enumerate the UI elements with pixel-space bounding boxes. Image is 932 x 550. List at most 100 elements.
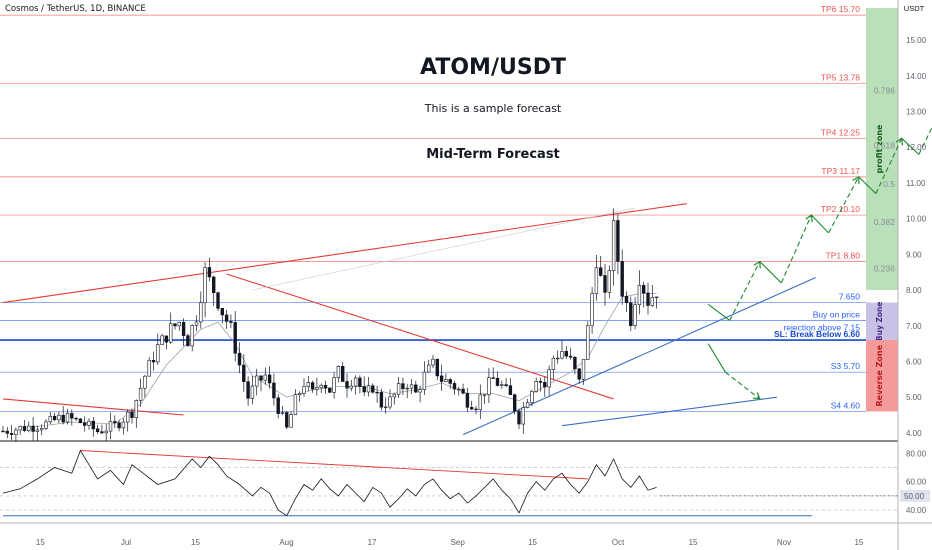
candle[interactable] bbox=[353, 375, 358, 395]
candle[interactable] bbox=[538, 377, 543, 392]
candle[interactable] bbox=[530, 389, 534, 407]
candle[interactable] bbox=[302, 378, 306, 397]
candle[interactable] bbox=[474, 405, 478, 415]
candle[interactable] bbox=[336, 365, 341, 383]
candle[interactable] bbox=[35, 425, 40, 441]
candle[interactable] bbox=[607, 265, 612, 299]
candle[interactable] bbox=[319, 383, 323, 394]
candle[interactable] bbox=[147, 357, 151, 377]
candle[interactable] bbox=[500, 380, 504, 389]
candle[interactable] bbox=[517, 408, 521, 429]
candle[interactable] bbox=[87, 418, 91, 430]
candle[interactable] bbox=[14, 427, 18, 442]
candle[interactable] bbox=[573, 355, 577, 375]
candle[interactable] bbox=[190, 324, 194, 352]
candle[interactable] bbox=[332, 372, 336, 399]
candle[interactable] bbox=[469, 400, 474, 411]
candle[interactable] bbox=[418, 385, 422, 403]
candle[interactable] bbox=[439, 364, 444, 391]
candle[interactable] bbox=[44, 419, 48, 431]
candle[interactable] bbox=[646, 282, 650, 315]
candle[interactable] bbox=[465, 388, 470, 413]
candle[interactable] bbox=[130, 408, 134, 424]
candle[interactable] bbox=[126, 409, 130, 432]
candle[interactable] bbox=[263, 367, 267, 385]
candle[interactable] bbox=[52, 413, 57, 422]
candle[interactable] bbox=[340, 361, 345, 382]
candle[interactable] bbox=[358, 375, 362, 394]
candle[interactable] bbox=[293, 389, 298, 416]
candle[interactable] bbox=[641, 281, 646, 308]
candle[interactable] bbox=[61, 406, 65, 425]
candle[interactable] bbox=[5, 427, 10, 439]
candle[interactable] bbox=[138, 378, 143, 407]
candle[interactable] bbox=[654, 296, 659, 309]
candle[interactable] bbox=[388, 389, 392, 410]
candle[interactable] bbox=[306, 375, 310, 392]
candle[interactable] bbox=[629, 296, 633, 331]
candle[interactable] bbox=[461, 383, 465, 395]
candle[interactable] bbox=[194, 315, 199, 332]
candle[interactable] bbox=[113, 415, 117, 429]
candle[interactable] bbox=[521, 402, 526, 434]
candle[interactable] bbox=[508, 378, 513, 396]
candle[interactable] bbox=[375, 385, 379, 403]
candle[interactable] bbox=[426, 359, 431, 374]
candle[interactable] bbox=[577, 368, 581, 384]
candle[interactable] bbox=[637, 270, 642, 315]
candle[interactable] bbox=[280, 406, 285, 416]
candle[interactable] bbox=[504, 378, 508, 388]
candle[interactable] bbox=[366, 376, 371, 397]
candle[interactable] bbox=[83, 416, 87, 432]
candle[interactable] bbox=[285, 410, 289, 430]
candle[interactable] bbox=[379, 388, 384, 411]
candle[interactable] bbox=[414, 380, 418, 394]
candle[interactable] bbox=[91, 417, 96, 437]
candle[interactable] bbox=[78, 418, 83, 424]
candle[interactable] bbox=[383, 397, 388, 414]
candle[interactable] bbox=[100, 424, 104, 435]
candle[interactable] bbox=[568, 347, 573, 360]
candle[interactable] bbox=[255, 368, 259, 396]
candle[interactable] bbox=[315, 377, 319, 396]
candle[interactable] bbox=[9, 425, 14, 441]
candle[interactable] bbox=[448, 377, 452, 389]
candle[interactable] bbox=[177, 321, 181, 331]
candle[interactable] bbox=[151, 351, 156, 371]
candle[interactable] bbox=[207, 257, 212, 282]
candle[interactable] bbox=[594, 254, 599, 301]
candle[interactable] bbox=[620, 249, 624, 305]
candle[interactable] bbox=[392, 392, 396, 405]
candle[interactable] bbox=[121, 418, 126, 435]
candle[interactable] bbox=[624, 291, 629, 312]
candle[interactable] bbox=[134, 399, 138, 429]
candle[interactable] bbox=[452, 380, 457, 395]
candle[interactable] bbox=[362, 376, 366, 397]
candle[interactable] bbox=[401, 377, 405, 396]
candle[interactable] bbox=[117, 419, 121, 432]
candle[interactable] bbox=[164, 335, 169, 350]
candle[interactable] bbox=[22, 419, 27, 433]
candle[interactable] bbox=[543, 376, 547, 397]
candle[interactable] bbox=[495, 371, 500, 387]
candle[interactable] bbox=[598, 255, 603, 277]
candle[interactable] bbox=[108, 412, 113, 440]
candle[interactable] bbox=[143, 374, 147, 398]
candle[interactable] bbox=[70, 409, 74, 426]
candle[interactable] bbox=[250, 376, 255, 405]
candle[interactable] bbox=[199, 291, 203, 329]
candle[interactable] bbox=[246, 376, 250, 406]
candle[interactable] bbox=[39, 424, 44, 436]
candle[interactable] bbox=[491, 367, 495, 379]
candle[interactable] bbox=[1, 425, 5, 433]
candle[interactable] bbox=[18, 425, 22, 435]
candle[interactable] bbox=[323, 380, 328, 394]
candle[interactable] bbox=[186, 333, 190, 347]
candle[interactable] bbox=[396, 376, 401, 398]
candle[interactable] bbox=[650, 284, 655, 307]
candle[interactable] bbox=[525, 398, 530, 409]
candle[interactable] bbox=[328, 387, 332, 394]
candle[interactable] bbox=[237, 342, 242, 374]
candle[interactable] bbox=[48, 411, 53, 425]
